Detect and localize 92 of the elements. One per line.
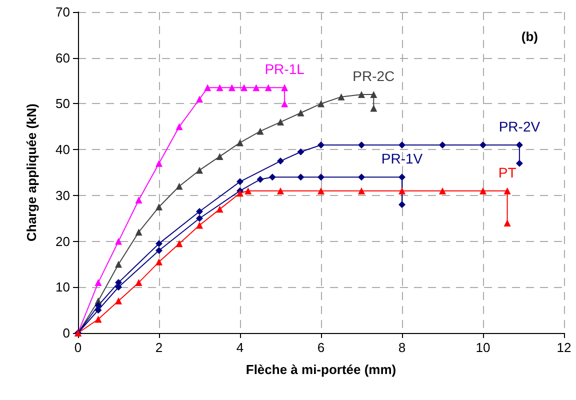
annotation: (b) xyxy=(521,29,538,44)
point xyxy=(370,104,378,112)
point xyxy=(358,174,365,181)
point xyxy=(156,246,162,254)
point xyxy=(268,174,276,181)
series-label: PR-2V xyxy=(498,118,541,134)
point xyxy=(277,118,284,126)
point xyxy=(115,297,122,304)
point xyxy=(176,123,183,130)
y-tick-label: 10 xyxy=(56,280,70,295)
point xyxy=(196,214,203,222)
y-tick-label: 20 xyxy=(56,234,70,249)
y-tick-label: 30 xyxy=(56,188,70,203)
point xyxy=(480,141,486,148)
point xyxy=(398,187,406,194)
point xyxy=(256,176,264,183)
point xyxy=(196,166,203,174)
x-tick-label: 12 xyxy=(556,340,572,355)
point xyxy=(115,238,122,245)
x-tick-label: 2 xyxy=(155,340,163,355)
x-tick-label: 10 xyxy=(476,340,490,355)
point xyxy=(216,206,224,213)
point xyxy=(439,187,446,194)
point xyxy=(297,148,304,156)
point xyxy=(240,84,248,92)
point xyxy=(236,178,244,186)
y-tick-label: 50 xyxy=(56,96,70,112)
point xyxy=(115,284,122,291)
point xyxy=(244,187,252,194)
point xyxy=(480,187,486,194)
y-tick-label: 0 xyxy=(62,326,70,340)
point xyxy=(216,84,224,92)
point xyxy=(504,187,511,194)
point xyxy=(264,84,272,92)
point xyxy=(252,84,260,92)
point xyxy=(228,84,236,92)
point xyxy=(297,174,304,181)
series-label: PR-2C xyxy=(352,68,395,84)
point xyxy=(277,187,284,194)
series-label: PR-1L xyxy=(264,61,305,78)
x-tick-label: 4 xyxy=(236,340,244,355)
point xyxy=(94,279,102,286)
point xyxy=(358,141,365,148)
point xyxy=(135,279,142,286)
point xyxy=(256,128,264,135)
x-tick-label: 0 xyxy=(74,340,82,355)
point xyxy=(236,139,244,146)
x-tick-label: 8 xyxy=(398,340,406,355)
point xyxy=(318,100,324,108)
y-tick-label: 40 xyxy=(56,142,70,158)
point xyxy=(318,187,324,194)
point xyxy=(281,100,288,108)
point xyxy=(204,84,212,92)
point xyxy=(156,240,162,248)
y-axis-title: Charge appliquée (kN) xyxy=(24,104,39,242)
point xyxy=(196,96,203,103)
point xyxy=(504,219,511,226)
y-tick-label: 70 xyxy=(56,4,70,20)
point xyxy=(398,201,406,208)
point xyxy=(176,182,183,190)
point xyxy=(196,222,203,229)
point xyxy=(318,174,324,181)
point xyxy=(115,260,122,268)
point xyxy=(156,160,162,167)
point xyxy=(176,240,183,248)
point xyxy=(398,141,406,148)
series-label: PR-1V xyxy=(381,150,424,167)
point xyxy=(216,152,224,160)
point xyxy=(358,91,365,98)
point xyxy=(277,158,284,165)
x-axis-title: Flèche à mi-portée (mm) xyxy=(246,362,396,377)
point xyxy=(370,91,378,98)
point xyxy=(516,141,523,148)
point xyxy=(135,228,142,236)
point xyxy=(156,258,162,266)
point xyxy=(297,109,304,116)
x-tick-label: 6 xyxy=(317,340,325,355)
point xyxy=(135,196,142,204)
y-tick-label: 60 xyxy=(56,50,70,66)
point xyxy=(516,160,523,167)
point xyxy=(398,174,406,181)
point xyxy=(358,187,365,194)
point xyxy=(94,306,102,314)
point xyxy=(439,141,446,148)
point xyxy=(236,190,244,197)
point xyxy=(94,316,102,323)
point xyxy=(281,84,288,92)
point xyxy=(318,141,324,148)
point xyxy=(338,93,345,100)
point xyxy=(156,203,162,210)
series-label: PT xyxy=(498,164,517,180)
point xyxy=(196,208,203,215)
